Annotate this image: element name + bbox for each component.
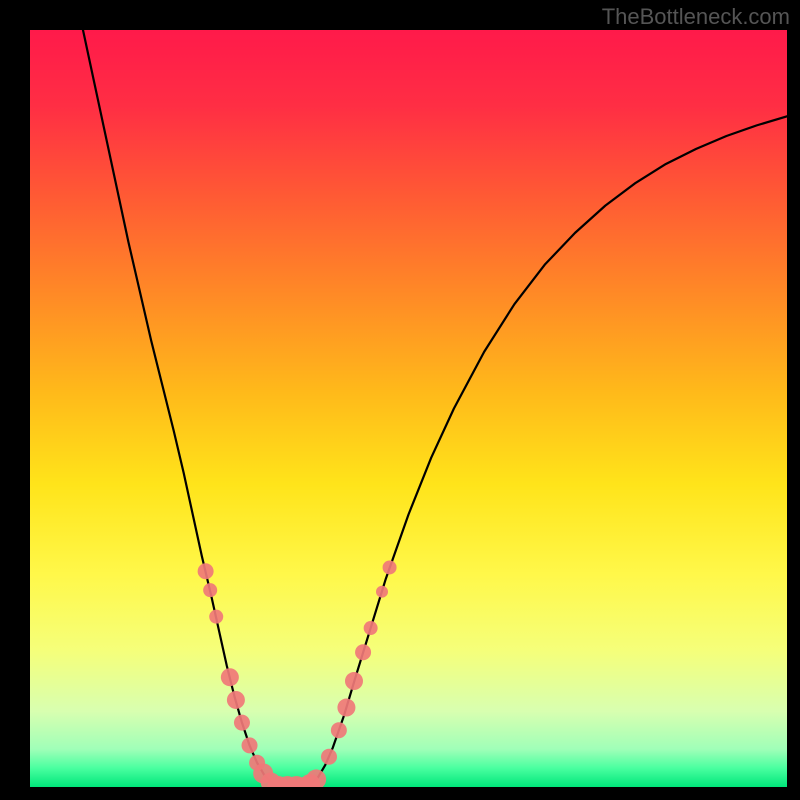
scatter-point <box>198 563 214 579</box>
scatter-group <box>198 560 397 787</box>
chart-svg <box>30 30 787 787</box>
scatter-point <box>242 737 258 753</box>
scatter-point <box>364 621 378 635</box>
chart-container: TheBottleneck.com <box>0 0 800 800</box>
scatter-point <box>376 586 388 598</box>
plot-area <box>30 30 787 787</box>
scatter-point <box>203 583 217 597</box>
scatter-point <box>345 672 363 690</box>
scatter-point <box>306 769 326 787</box>
scatter-point <box>234 715 250 731</box>
scatter-point <box>227 691 245 709</box>
left-curve <box>83 30 278 787</box>
watermark-text: TheBottleneck.com <box>602 4 790 30</box>
right-curve <box>304 116 787 787</box>
scatter-point <box>321 749 337 765</box>
scatter-point <box>355 644 371 660</box>
scatter-point <box>337 699 355 717</box>
scatter-point <box>331 722 347 738</box>
scatter-point <box>209 610 223 624</box>
scatter-point <box>221 668 239 686</box>
scatter-point <box>383 560 397 574</box>
